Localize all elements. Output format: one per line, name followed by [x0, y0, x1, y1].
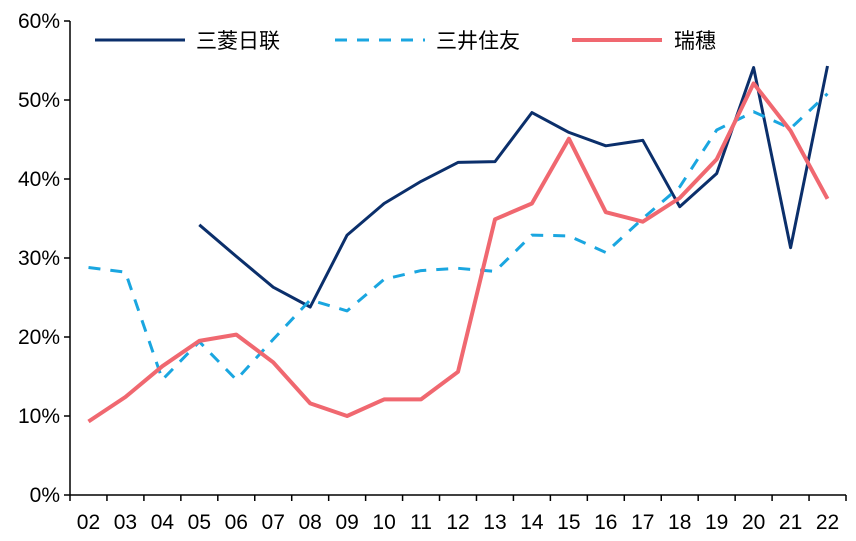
x-tick-label: 08: [299, 511, 322, 534]
x-tick-label: 04: [151, 511, 175, 534]
y-tick-label: 10%: [18, 405, 60, 428]
legend-item: 三菱日联: [95, 30, 280, 53]
x-tick-label: 20: [742, 511, 765, 534]
x-tick-label: 19: [705, 511, 728, 534]
legend: 三菱日联 三井住友 瑞穗: [95, 30, 716, 53]
x-tick-label: 06: [225, 511, 248, 534]
y-tick-label: 0%: [30, 484, 60, 507]
series-line: [198, 65, 829, 309]
x-tick-label: 05: [188, 511, 211, 534]
axes: [69, 21, 846, 496]
x-tick-label: 07: [262, 511, 285, 534]
x-tick-label: 03: [114, 511, 137, 534]
series-2: [88, 92, 829, 382]
y-tick-label: 50%: [18, 89, 60, 112]
legend-label: 三井住友: [436, 30, 520, 53]
y-tick-label: 20%: [18, 326, 60, 349]
x-tick-label: 13: [483, 511, 506, 534]
series-3: [87, 81, 830, 424]
y-tick-label: 30%: [18, 247, 60, 270]
x-tick-label: 21: [779, 511, 802, 534]
x-tick-label: 10: [372, 511, 395, 534]
x-tick-label: 22: [816, 511, 839, 534]
y-axis-ticks: 0% 10% 20% 30% 40% 50% 60%: [18, 10, 70, 507]
y-tick-label: 60%: [18, 10, 60, 33]
series-layer: [87, 65, 830, 424]
legend-label: 三菱日联: [196, 30, 280, 53]
x-tick-label: 12: [446, 511, 469, 534]
legend-item: 瑞穗: [572, 30, 716, 53]
x-tick-label: 09: [335, 511, 358, 534]
x-tick-label: 02: [77, 511, 100, 534]
series-line: [87, 81, 830, 424]
x-tick-label: 11: [410, 511, 432, 534]
x-tick-label: 17: [631, 511, 654, 534]
y-tick-label: 40%: [18, 168, 60, 191]
legend-label: 瑞穗: [674, 30, 716, 53]
legend-item: 三井住友: [335, 30, 520, 53]
series-line: [88, 92, 829, 382]
x-tick-label: 18: [668, 511, 691, 534]
x-tick-label: 16: [594, 511, 617, 534]
series-1: [198, 65, 829, 309]
x-tick-label: 14: [520, 511, 544, 534]
x-tick-label: 15: [557, 511, 580, 534]
x-axis-ticks: 02 03 04 05 06 07 08 09 10 11 12 13 14 15 16 17 18 19 20 21…: [69, 495, 847, 534]
